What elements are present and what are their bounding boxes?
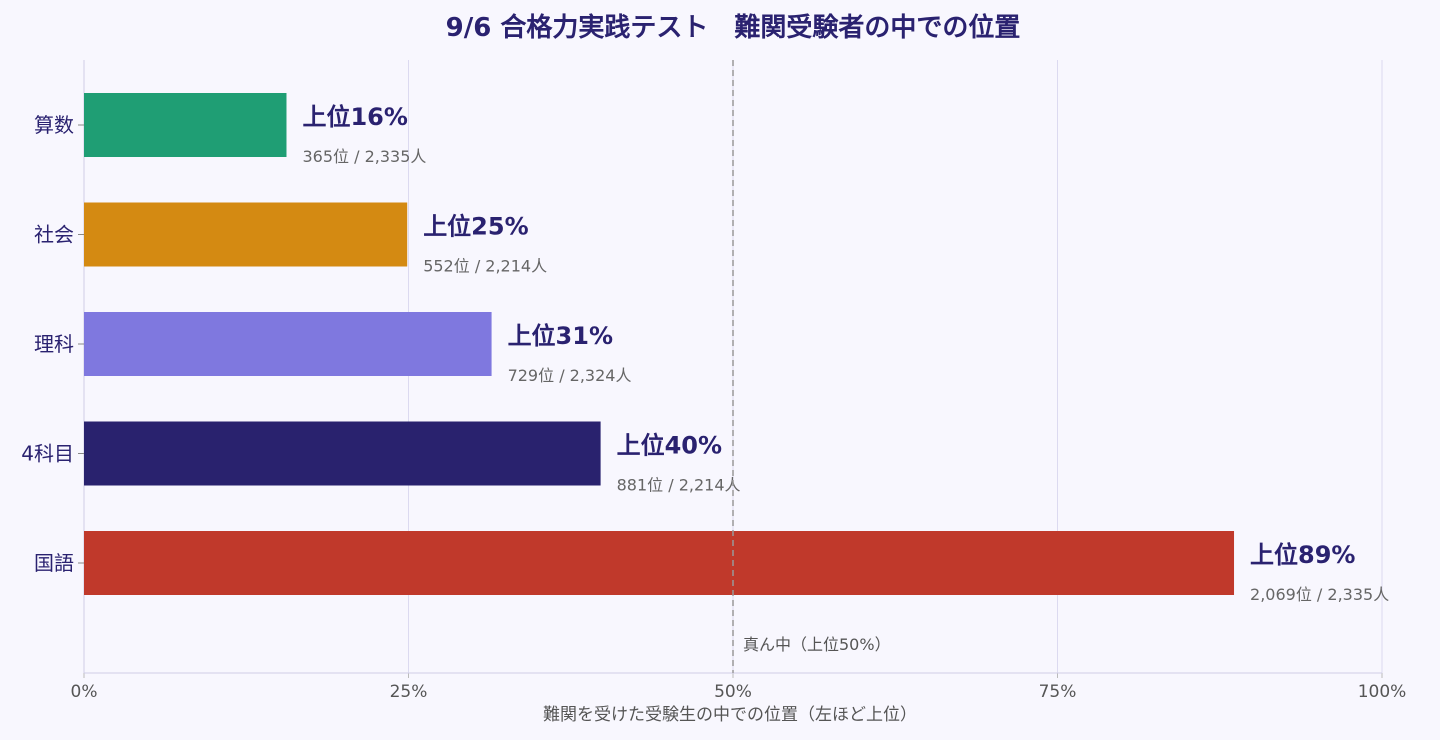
y-tick-label: 国語 <box>34 551 74 575</box>
rank-label: 上位25% <box>423 213 528 241</box>
rank-label: 上位89% <box>1250 541 1355 569</box>
detail-label: 365位 / 2,335人 <box>302 147 426 166</box>
detail-label: 2,069位 / 2,335人 <box>1250 585 1389 604</box>
bar <box>84 202 408 267</box>
bar <box>84 93 287 157</box>
y-tick-label: 算数 <box>34 113 74 137</box>
x-tick-label: 50% <box>714 682 752 702</box>
x-tick-label: 25% <box>390 682 428 702</box>
y-tick-label: 社会 <box>34 223 74 247</box>
reference-line-label: 真ん中（上位50%） <box>743 635 891 654</box>
bar <box>84 421 601 486</box>
detail-label: 552位 / 2,214人 <box>423 257 547 276</box>
x-axis-label: 難関を受けた受験生の中での位置（左ほど上位） <box>543 705 917 725</box>
x-tick-label: 75% <box>1039 682 1077 702</box>
bar <box>84 531 1235 595</box>
detail-label: 729位 / 2,324人 <box>508 366 632 385</box>
rank-label: 上位40% <box>617 432 722 460</box>
y-tick-label: 理科 <box>34 332 74 356</box>
rank-label: 上位16% <box>302 103 407 131</box>
x-tick-label: 100% <box>1358 682 1407 702</box>
detail-label: 881位 / 2,214人 <box>617 476 741 495</box>
bar <box>84 312 492 376</box>
y-tick-label: 4科目 <box>21 442 74 466</box>
bars <box>84 93 1235 595</box>
rank-label: 上位31% <box>508 322 613 350</box>
chart-title: 9/6 合格力実践テスト 難関受験者の中での位置 <box>446 12 1021 43</box>
x-tick-label: 0% <box>71 682 98 702</box>
